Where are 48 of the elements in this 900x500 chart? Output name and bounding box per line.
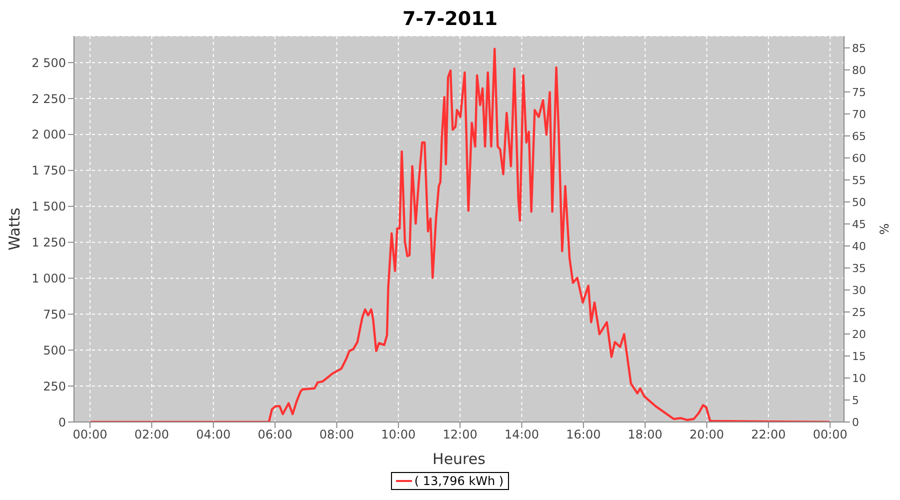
y-tick-label: 1 000: [32, 272, 66, 286]
x-tick-label: 10:00: [381, 428, 416, 442]
y-tick-label: 500: [43, 343, 66, 358]
y2-tick-label: 0: [852, 416, 859, 429]
line-series: [88, 48, 832, 422]
y2-tick-label: 80: [852, 64, 866, 77]
x-tick-label: 08:00: [319, 428, 354, 442]
x-tick-label: 14:00: [504, 428, 540, 442]
legend-label: ( 13,796 kWh ): [414, 474, 504, 488]
y2-tick-label: 25: [852, 306, 866, 319]
x-axis-title: Heures: [432, 450, 486, 468]
x-tick-label: 04:00: [196, 428, 231, 442]
y2-tick-label: 15: [852, 350, 866, 363]
x-tick-label: 22:00: [751, 428, 786, 442]
y-axis-title: Watts: [5, 208, 24, 250]
x-tick-label: 12:00: [442, 428, 478, 442]
y-tick-label: 250: [43, 379, 66, 394]
x-tick-label: 06:00: [258, 428, 292, 442]
y2-tick-label: 70: [852, 108, 866, 121]
y2-tick-label: 85: [852, 42, 866, 55]
x-tick-label: 00:00: [72, 428, 108, 442]
y2-tick-label: 75: [852, 86, 866, 99]
y-tick-label: 2 500: [32, 56, 66, 70]
y-tick-label: 1 750: [32, 164, 66, 178]
y-tick-label: 0: [58, 415, 66, 430]
y-tick-label: 1 500: [32, 200, 66, 214]
y2-tick-label: 35: [852, 262, 866, 275]
y2-axis-title: %: [877, 223, 892, 235]
y2-tick-label: 20: [852, 328, 866, 341]
y2-tick-label: 65: [852, 130, 866, 143]
y2-tick-label: 55: [852, 174, 866, 187]
x-tick-label: 20:00: [689, 428, 724, 442]
y-tick-label: 2 000: [32, 128, 66, 142]
chart-title: 7-7-2011: [401, 8, 499, 32]
y-tick-label: 2 250: [32, 92, 66, 106]
x-tick-label: 00:00: [812, 428, 848, 442]
y2-tick-label: 30: [852, 284, 866, 297]
x-tick-label: 16:00: [566, 428, 601, 442]
y2-tick-label: 50: [852, 196, 866, 209]
y2-tick-label: 5: [852, 394, 859, 407]
y-tick-label: 1 250: [32, 236, 66, 250]
y2-tick-label: 10: [852, 372, 866, 385]
y2-tick-label: 40: [852, 240, 866, 253]
x-tick-label: 18:00: [628, 428, 662, 442]
y-tick-label: 750: [43, 307, 66, 322]
x-tick-label: 02:00: [134, 428, 170, 442]
y2-tick-label: 60: [852, 152, 866, 165]
y2-tick-label: 45: [852, 218, 866, 231]
